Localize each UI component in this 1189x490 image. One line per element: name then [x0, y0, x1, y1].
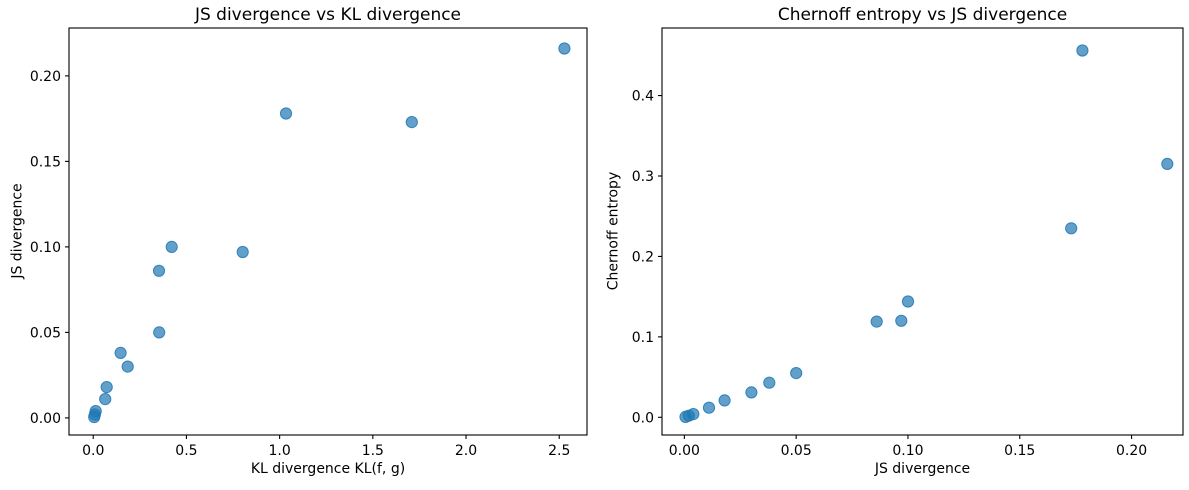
data-point: [745, 386, 758, 399]
plot-border: [68, 27, 588, 436]
left-chart-ylabel: JS divergence: [9, 183, 26, 279]
data-point: [895, 314, 908, 327]
data-point: [1076, 44, 1089, 57]
y-tick-label: 0.20: [30, 69, 61, 85]
left-chart-xlabel: KL divergence KL(f, g): [250, 461, 406, 477]
x-tick-label: 0.5: [175, 443, 197, 459]
data-point: [89, 405, 102, 418]
data-point: [100, 381, 113, 394]
data-point: [405, 116, 418, 129]
y-tick-label: 0.10: [30, 240, 61, 256]
axes-js-vs-kl: 0.0 0.5 1.0 1.5 2.0 2.5 0.00 0.05 0.10 0.15 0.20: [30, 27, 588, 459]
y-tick-label: 0.3: [632, 169, 654, 185]
left-chart-title: JS divergence vs KL divergence: [194, 5, 462, 25]
data-point: [718, 394, 731, 407]
data-point: [152, 264, 166, 277]
x-tick-label: 1.5: [362, 443, 384, 459]
y-tick-label: 0.2: [632, 249, 654, 265]
x-tick-label: 0.10: [892, 443, 923, 459]
data-point: [687, 408, 700, 421]
plot-border: [661, 27, 1184, 436]
data-point: [702, 401, 716, 414]
x-tick-label: 0.0: [82, 443, 104, 459]
axes-chernoff-vs-js: 0.00 0.05 0.10 0.15 0.20 0.0 0.1 0.2 0.3 0.4: [632, 27, 1184, 459]
right-chart-title: Chernoff entropy vs JS divergence: [777, 5, 1068, 25]
data-point: [279, 107, 293, 120]
data-point: [153, 326, 166, 339]
y-tick-label: 0.0: [632, 410, 654, 426]
x-tick-label: 2.0: [455, 443, 477, 459]
y-tick-label: 0.05: [30, 325, 61, 341]
data-point: [790, 367, 803, 380]
y-tick-label: 0.4: [632, 89, 654, 105]
data-point: [1065, 222, 1078, 235]
data-point: [901, 295, 915, 308]
data-point: [236, 245, 249, 259]
data-point: [870, 315, 883, 328]
x-tick-label: 0.00: [669, 443, 700, 459]
y-tick-label: 0.15: [30, 154, 61, 170]
data-point: [114, 346, 127, 359]
data-point: [1161, 157, 1174, 170]
x-tick-label: 0.05: [781, 443, 812, 459]
data-point: [165, 240, 178, 253]
x-tick-label: 0.15: [1004, 443, 1035, 459]
x-tick-label: 2.5: [548, 443, 570, 459]
y-tick-label: 0.00: [30, 411, 61, 427]
x-tick-label: 0.20: [1116, 443, 1147, 459]
x-tick-label: 1.0: [268, 443, 290, 459]
right-chart-ylabel: Chernoff entropy: [605, 171, 622, 291]
data-point: [99, 393, 112, 406]
data-point: [558, 42, 571, 55]
right-chart-xlabel: JS divergence: [874, 461, 971, 477]
y-tick-label: 0.1: [632, 330, 654, 346]
data-point: [763, 376, 776, 389]
data-point: [121, 360, 134, 373]
